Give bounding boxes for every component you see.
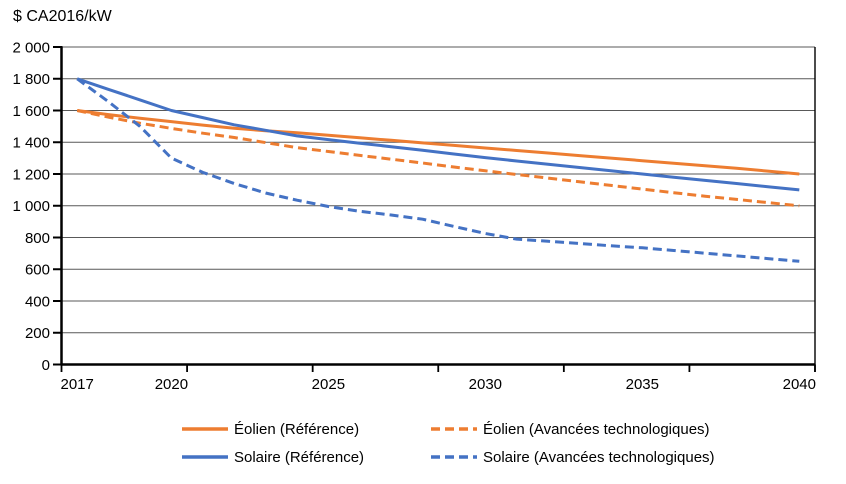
y-tick-label-0: 0 [42, 357, 50, 374]
series-line-eolien-avancees-technologiques [76, 109, 800, 208]
y-tick-label-1600: 1 600 [12, 103, 50, 120]
y-tick-label-600: 600 [25, 262, 50, 279]
series-line-solaire-avancees-technologiques [76, 77, 800, 263]
y-tick-label-800: 800 [25, 230, 50, 247]
x-tick-label-2040: 2040 [783, 376, 816, 393]
legend-item-eolien-reference: Éolien (Référence) [182, 421, 431, 438]
legend-label: Solaire (Avancées technologiques) [483, 448, 715, 466]
y-tick-label-200: 200 [25, 325, 50, 342]
y-tick-label-1800: 1 800 [12, 71, 50, 88]
y-tick-label-400: 400 [25, 293, 50, 310]
series-line-solaire-reference [76, 77, 800, 192]
legend-line-sample-solid-icon [182, 427, 228, 431]
legend-line-sample-dashed-icon [431, 427, 477, 431]
legend-item-solaire-reference: Solaire (Référence) [182, 449, 431, 466]
legend: Éolien (Référence) Éolien (Avancées techn… [182, 415, 715, 471]
legend-item-eolien-avancees-technologiques: Éolien (Avancées technologiques) [431, 421, 715, 438]
legend-label: Solaire (Référence) [234, 448, 365, 466]
x-tick-label-2017: 2017 [61, 376, 94, 393]
series-line-eolien-reference [77, 109, 800, 176]
legend-line-sample-dashed-icon [431, 455, 477, 459]
legend-line-sample-solid-icon [182, 455, 228, 459]
x-tick-label-2030: 2030 [469, 376, 502, 393]
legend-item-solaire-avancees-technologiques: Solaire (Avancées technologiques) [431, 449, 715, 466]
y-tick-label-1200: 1 200 [12, 166, 50, 183]
y-tick-label-1000: 1 000 [12, 198, 50, 215]
y-tick-label-1400: 1 400 [12, 135, 50, 152]
legend-label: Éolien (Avancées technologiques) [483, 420, 710, 438]
x-tick-label-2020: 2020 [155, 376, 188, 393]
y-axis-unit-title: $ CA2016/kW [13, 8, 112, 25]
y-tick-label-2000: 2 000 [12, 39, 50, 56]
legend-label: Éolien (Référence) [234, 420, 360, 438]
plot-area: 0 200 400 600 800 1 000 1 200 1 400 1 600 1 800 2 … [12, 39, 816, 393]
x-tick-label-2025: 2025 [312, 376, 345, 393]
x-tick-label-2035: 2035 [626, 376, 659, 393]
